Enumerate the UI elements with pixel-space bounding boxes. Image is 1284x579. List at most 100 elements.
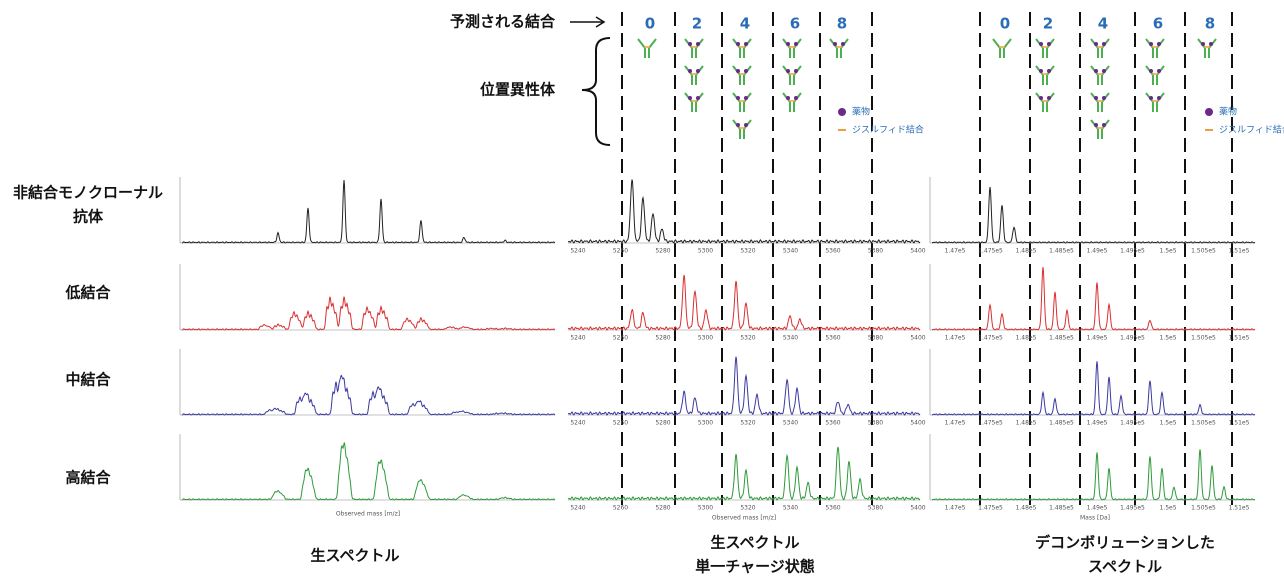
tick-label: 5360 (825, 248, 840, 255)
tick-label: 1.495e5 (1120, 420, 1145, 427)
antibody (733, 39, 751, 58)
tick-label: 1.49e5 (1087, 335, 1108, 342)
tick-label: 5240 (570, 420, 585, 427)
tick-label: 5240 (570, 505, 585, 512)
drug-count: 4 (1098, 15, 1108, 33)
tick-label: 5260 (613, 420, 628, 427)
tick-label: 1.47e5 (945, 335, 966, 342)
tick-label: 5380 (868, 505, 883, 512)
spectrum (568, 447, 920, 500)
tick-label: 1.475e5 (978, 248, 1003, 255)
column-caption: スペクトル (1088, 558, 1162, 576)
antibody (685, 93, 703, 112)
legend-disulfide: ジスルフィド結合 (1219, 124, 1284, 136)
tick-label: 5280 (655, 505, 670, 512)
spectrum (182, 297, 555, 330)
tick-label: 1.505e5 (1191, 505, 1216, 512)
drug-count: 0 (1000, 15, 1010, 33)
tick-label: 1.49e5 (1087, 248, 1108, 255)
tick-label: 5360 (825, 505, 840, 512)
axis-title: Observed mass [m/z] (712, 515, 776, 522)
tick-label: 5380 (868, 420, 883, 427)
tick-label: 1.505e5 (1191, 248, 1216, 255)
tick-label: 1.48e5 (1016, 248, 1037, 255)
tick-label: 5400 (910, 335, 925, 342)
antibody (1091, 39, 1109, 58)
antibody (733, 120, 751, 139)
tick-label: 1.49e5 (1087, 420, 1108, 427)
tick-label: 5300 (698, 505, 713, 512)
row-label: 低結合 (64, 284, 111, 302)
tick-label: 5400 (910, 248, 925, 255)
row-label: 高結合 (65, 469, 111, 487)
antibody (783, 66, 801, 85)
tick-label: 5340 (783, 420, 798, 427)
predicted-label: 予測される結合 (450, 13, 556, 31)
antibody (733, 66, 751, 85)
tick-label: 1.475e5 (978, 335, 1003, 342)
tick-label: 5260 (613, 505, 628, 512)
spectrum (182, 180, 555, 243)
antibody (1146, 93, 1164, 112)
antibody (1146, 66, 1164, 85)
tick-label: 1.51e5 (1229, 420, 1250, 427)
axis-title: Observed mass [m/z] (336, 511, 400, 518)
drug-count: 4 (740, 15, 750, 33)
tick-label: 5300 (698, 248, 713, 255)
tick-label: 1.485e5 (1049, 248, 1074, 255)
antibody (1036, 66, 1054, 85)
spectrum (568, 275, 920, 330)
tick-label: 5340 (783, 335, 798, 342)
spectrum (568, 180, 920, 244)
drug-count: 8 (1205, 15, 1215, 33)
legend-drug-icon (1205, 108, 1213, 116)
tick-label: 5340 (783, 248, 798, 255)
figure: 予測される結合 位置異性体 0022446688薬物ジスルフィド結合薬物ジスルフ… (0, 0, 1284, 575)
antibody (685, 66, 703, 85)
antibody (1036, 39, 1054, 58)
antibody (783, 39, 801, 58)
tick-label: 5380 (868, 335, 883, 342)
drug-count: 6 (790, 15, 800, 33)
column-caption: デコンボリューションした (1035, 534, 1215, 552)
tick-label: 1.505e5 (1191, 420, 1216, 427)
tick-label: 1.495e5 (1120, 248, 1145, 255)
tick-label: 1.5e5 (1159, 335, 1176, 342)
tick-label: 1.505e5 (1191, 335, 1216, 342)
spectrum (568, 357, 920, 415)
tick-label: 5360 (825, 335, 840, 342)
tick-label: 5280 (655, 420, 670, 427)
tick-label: 1.48e5 (1016, 505, 1037, 512)
tick-label: 5240 (570, 248, 585, 255)
antibody (993, 39, 1011, 58)
antibody (1036, 93, 1054, 112)
antibody (733, 93, 751, 112)
tick-label: 1.48e5 (1016, 335, 1037, 342)
antibody (1091, 120, 1109, 139)
antibody (1091, 66, 1109, 85)
drug-count: 2 (692, 15, 702, 33)
row-label: 抗体 (73, 208, 104, 226)
spectrum (182, 443, 555, 500)
antibody (685, 39, 703, 58)
row-label: 中結合 (65, 371, 111, 389)
legend-drug-icon (838, 108, 846, 116)
tick-label: 1.47e5 (945, 420, 966, 427)
tick-label: 1.495e5 (1120, 505, 1145, 512)
legend-drug: 薬物 (1219, 106, 1237, 118)
tick-label: 5360 (825, 420, 840, 427)
antibody (638, 39, 656, 58)
tick-label: 5260 (613, 248, 628, 255)
tick-label: 5320 (740, 335, 755, 342)
tick-label: 5300 (698, 420, 713, 427)
drug-count: 8 (837, 15, 847, 33)
antibody (830, 39, 848, 58)
tick-label: 5300 (698, 335, 713, 342)
tick-label: 1.47e5 (945, 505, 966, 512)
tick-label: 1.49e5 (1087, 505, 1108, 512)
column-caption: 単一チャージ状態 (695, 558, 815, 576)
tick-label: 5380 (868, 248, 883, 255)
tick-label: 5280 (655, 248, 670, 255)
tick-label: 1.48e5 (1016, 420, 1037, 427)
column-caption: 生スペクトル (711, 534, 800, 552)
